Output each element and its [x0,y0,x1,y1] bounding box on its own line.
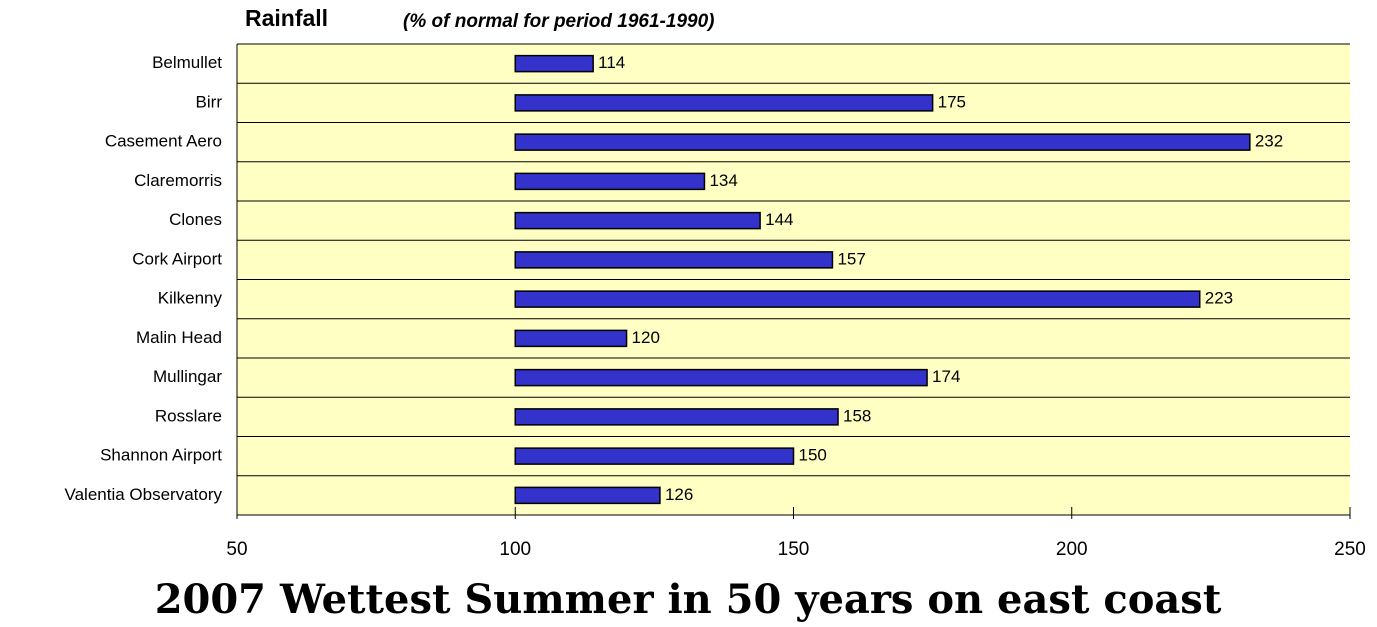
bar [514,172,706,191]
data-label: 114 [598,53,625,72]
bar [514,368,928,387]
data-label: 232 [1255,132,1283,151]
bar [514,251,834,269]
y-tick-label: Mullingar [153,367,222,386]
data-label: 174 [932,367,960,386]
y-tick-label: Birr [196,92,223,111]
y-tick-label: Cork Airport [132,249,222,268]
data-label: 158 [843,406,871,425]
bar [514,54,594,73]
y-tick-label: Kilkenny [158,289,223,308]
data-label: 223 [1205,289,1233,308]
data-label: 120 [632,328,660,347]
x-tick-label: 250 [1334,539,1366,560]
data-label: 144 [765,210,793,229]
bar [514,486,661,505]
x-tick-label: 100 [499,539,531,560]
data-label: 126 [665,485,693,504]
x-tick-label: 50 [226,539,247,560]
data-label: 157 [837,249,865,268]
y-tick-label: Shannon Airport [100,446,222,465]
bar [514,329,628,348]
y-tick-label: Clones [169,210,222,229]
y-tick-label: Malin Head [136,328,222,347]
x-tick-label: 200 [1056,539,1088,560]
data-label: 134 [709,171,737,190]
y-tick-label: Claremorris [134,171,222,190]
chart-title: Rainfall [245,5,328,31]
bar [514,94,934,112]
bar [514,211,761,230]
bar [514,408,839,426]
x-tick-label: 150 [778,539,810,560]
y-tick-label: Valentia Observatory [65,485,223,504]
bar [514,290,1201,308]
y-tick-label: Rosslare [155,406,222,425]
caption: 2007 Wettest Summer in 50 years on east … [155,576,1222,623]
data-label: 175 [938,92,966,111]
bar [514,447,795,465]
bar [514,133,1251,151]
data-label: 150 [799,446,827,465]
chart-subtitle: (% of normal for period 1961-1990) [403,11,714,32]
y-tick-label: Belmullet [152,53,222,72]
y-tick-label: Casement Aero [105,132,222,151]
